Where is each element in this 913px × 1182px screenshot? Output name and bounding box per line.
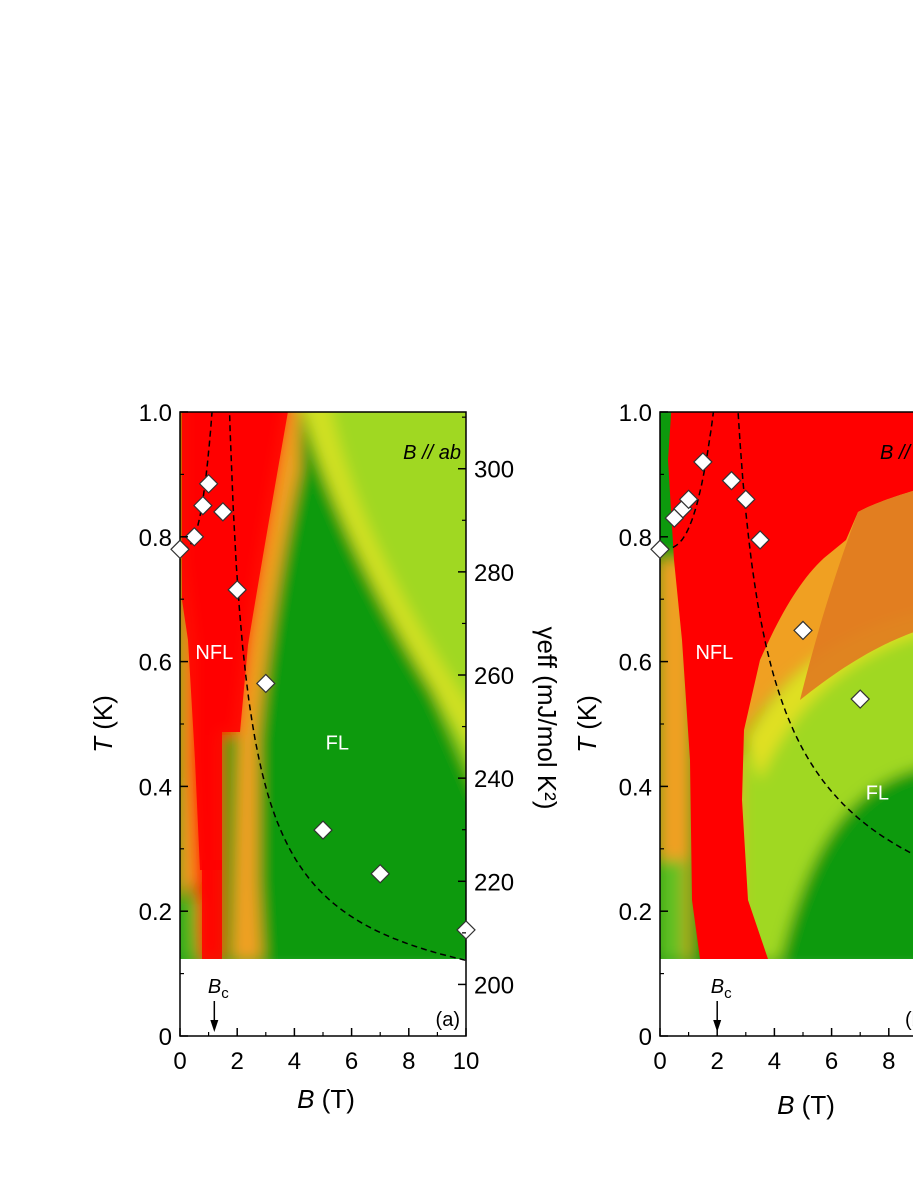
region-label-nfl-a: NFL: [195, 642, 233, 664]
y-tick-label: 0: [159, 1024, 172, 1051]
x-tick-label: 2: [711, 1048, 724, 1075]
crossover-line-right-a: [228, 412, 466, 962]
x-tick-label: 4: [288, 1048, 301, 1075]
y2-tick-label: 300: [474, 457, 514, 484]
data-marker: [370, 863, 391, 884]
y2-axis-ticks-a: 200 220 240 260 280 300: [458, 416, 514, 999]
y-tick-label: 0.6: [139, 650, 172, 677]
panel-a: 0 2 4 6 8 10 0 0.2 0.4 0.6 0.8 1.0 200 220 240 260 280…: [88, 400, 562, 1114]
y2-axis-title-a: γeff (mJ/mol K²): [532, 627, 562, 810]
y2-tick-label: 240: [474, 766, 514, 793]
data-markers-a: [170, 473, 476, 940]
x-axis-title-a: B (T): [297, 1084, 355, 1114]
field-direction-a: B // ab: [403, 442, 461, 464]
critical-field-label-b: Bc: [711, 976, 732, 1002]
crossover-line-left-b: [660, 412, 715, 551]
x-axis-ticks-b: 0 2 4 6 8: [653, 1028, 895, 1075]
no-data-area-b: [660, 959, 913, 1036]
x-tick-label: 10: [453, 1048, 480, 1075]
data-marker: [678, 489, 699, 510]
y-tick-label: 0.4: [619, 774, 652, 801]
data-marker: [693, 452, 713, 472]
data-marker: [721, 470, 742, 491]
critical-field-label-a: Bc: [208, 976, 229, 1002]
heatmap-a: [180, 412, 466, 959]
y-tick-label: 0.8: [619, 525, 652, 552]
data-marker: [735, 489, 756, 510]
x-tick-label: 2: [231, 1048, 244, 1075]
data-marker: [198, 473, 219, 494]
x-tick-label: 8: [882, 1048, 895, 1075]
no-data-area-a: [180, 959, 466, 1036]
field-direction-b: B // c: [880, 442, 913, 464]
data-marker: [750, 530, 770, 550]
crossover-line-right-b: [737, 412, 913, 855]
x-tick-label: 4: [768, 1048, 781, 1075]
region-label-fl-b: FL: [866, 783, 889, 805]
y-tick-label: 0.8: [139, 525, 172, 552]
y2-tick-label: 220: [474, 869, 514, 896]
data-marker: [184, 526, 205, 547]
panel-label-b: (b): [905, 1009, 913, 1031]
x-tick-label: 6: [825, 1048, 838, 1075]
y-axis-ticks-b: 0 0.2 0.4 0.6 0.8 1.0: [619, 400, 668, 1051]
y2-tick-label: 200: [474, 972, 514, 999]
data-marker: [456, 920, 476, 940]
region-label-nfl-b: NFL: [695, 642, 733, 664]
x-tick-label: 0: [173, 1048, 186, 1075]
data-marker: [227, 579, 248, 600]
data-marker: [255, 673, 276, 694]
data-marker: [213, 501, 233, 522]
critical-field-marker-b: Bc: [711, 976, 732, 1032]
y-tick-label: 0.4: [139, 774, 172, 801]
data-marker: [170, 539, 190, 560]
y-tick-label: 0: [639, 1024, 652, 1051]
y-tick-label: 1.0: [619, 400, 652, 427]
x-tick-label: 6: [345, 1048, 358, 1075]
panel-label-a: (a): [436, 1009, 460, 1031]
y-tick-label: 0.2: [139, 899, 172, 926]
data-marker: [650, 539, 670, 560]
y-tick-label: 1.0: [139, 400, 172, 427]
region-label-fl-a: FL: [326, 733, 349, 755]
y-tick-label: 0.2: [619, 899, 652, 926]
panel-b: 0 2 4 6 8 0 0.2 0.4 0.6 0.8 1.0 NFL FL B // c (b)…: [572, 400, 913, 1120]
y-axis-title-a: T (K): [88, 695, 118, 753]
y2-tick-label: 280: [474, 560, 514, 587]
y-axis-title-b: T (K): [572, 695, 602, 753]
x-axis-title-b: B (T): [777, 1090, 835, 1120]
data-markers-b: [650, 452, 871, 709]
x-tick-label: 0: [653, 1048, 666, 1075]
x-tick-label: 8: [402, 1048, 415, 1075]
data-marker: [193, 495, 213, 516]
data-marker: [850, 689, 871, 709]
data-marker: [313, 820, 333, 840]
y-axis-ticks-a: 0 0.2 0.4 0.6 0.8 1.0: [139, 400, 188, 1051]
x-axis-ticks-a: 0 2 4 6 8 10: [173, 1028, 479, 1075]
data-marker: [793, 620, 813, 641]
critical-field-marker-a: Bc: [208, 976, 229, 1032]
y-tick-label: 0.6: [619, 650, 652, 677]
y2-tick-label: 260: [474, 663, 514, 690]
heatmap-b: [660, 412, 913, 959]
